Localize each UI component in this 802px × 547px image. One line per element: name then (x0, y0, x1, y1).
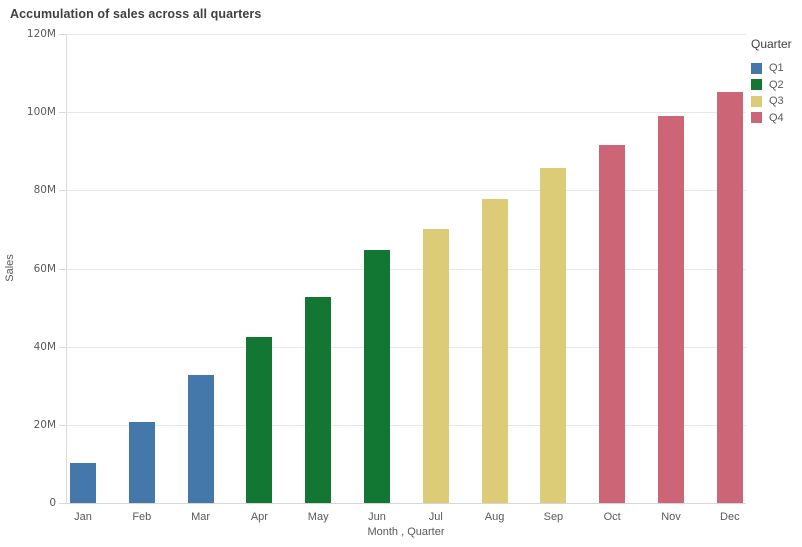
legend-swatch-q4 (751, 112, 762, 124)
x-tick-label-oct: Oct (603, 511, 621, 523)
gridline (66, 268, 746, 270)
gridline (66, 34, 746, 35)
y-tick-label: 20M (33, 418, 56, 431)
legend-item-q1[interactable]: Q1 (751, 60, 801, 77)
y-tick-mark (59, 424, 66, 426)
gridline (66, 190, 746, 192)
x-tick-label-apr: Apr (250, 511, 268, 523)
y-tick-mark (59, 190, 66, 192)
y-tick-mark (59, 34, 66, 35)
bar-aug[interactable] (481, 198, 508, 503)
y-tick-label: 100M (26, 106, 56, 119)
y-tick-mark (59, 268, 66, 270)
gridline (66, 424, 746, 426)
y-tick-label: 120M (26, 28, 56, 40)
x-tick-label-dec: Dec (720, 511, 740, 523)
legend-label: Q4 (769, 111, 784, 124)
x-tick-label-jun: Jun (368, 511, 386, 523)
x-tick-label-sep: Sep (543, 511, 564, 523)
bar-jul[interactable] (422, 228, 449, 503)
x-tick-label-feb: Feb (132, 511, 152, 523)
y-tick-label: 40M (33, 340, 56, 353)
legend-item-q2[interactable]: Q2 (751, 77, 801, 94)
y-tick-mark (59, 112, 66, 114)
legend: Quarter Q1 Q2 Q3 Q4 (751, 37, 801, 126)
y-tick-label: 0 (49, 497, 56, 509)
legend-label: Q3 (769, 95, 784, 108)
legend-label: Q2 (769, 78, 784, 91)
legend-label: Q1 (769, 62, 784, 75)
bar-apr[interactable] (246, 337, 273, 503)
y-tick-label: 60M (33, 262, 56, 275)
legend-swatch-q2 (751, 79, 762, 91)
x-tick-label-aug: Aug (484, 511, 505, 523)
x-tick-label-jan: Jan (74, 511, 92, 523)
bar-nov[interactable] (658, 116, 684, 503)
x-tick-label-may: May (307, 511, 329, 523)
y-tick-mark (59, 503, 66, 504)
bar-may[interactable] (305, 296, 332, 503)
gridline (66, 346, 746, 348)
x-tick-label-mar: Mar (191, 511, 211, 523)
chart-title: Accumulation of sales across all quarter… (10, 7, 262, 21)
legend-swatch-q1 (751, 62, 762, 74)
gridline (66, 112, 746, 114)
y-tick-label: 80M (33, 184, 56, 197)
legend-swatch-q3 (751, 95, 762, 107)
bar-feb[interactable] (128, 422, 155, 503)
x-tick-label-jul: Jul (428, 511, 443, 523)
x-tick-label-nov: Nov (661, 511, 681, 523)
bar-jan[interactable] (70, 463, 96, 503)
legend-item-q3[interactable]: Q3 (751, 93, 801, 110)
legend-title: Quarter (751, 37, 792, 51)
bar-dec[interactable] (716, 91, 743, 503)
bar-oct[interactable] (599, 144, 626, 503)
x-axis-baseline (66, 503, 746, 504)
y-tick-mark (59, 346, 66, 348)
legend-item-q4[interactable]: Q4 (751, 110, 801, 127)
bar-jun[interactable] (364, 249, 390, 503)
x-axis-title: Month , Quarter (367, 526, 445, 538)
legend-items: Q1 Q2 Q3 Q4 (751, 60, 801, 126)
bar-mar[interactable] (187, 375, 214, 503)
bar-sep[interactable] (540, 168, 567, 503)
